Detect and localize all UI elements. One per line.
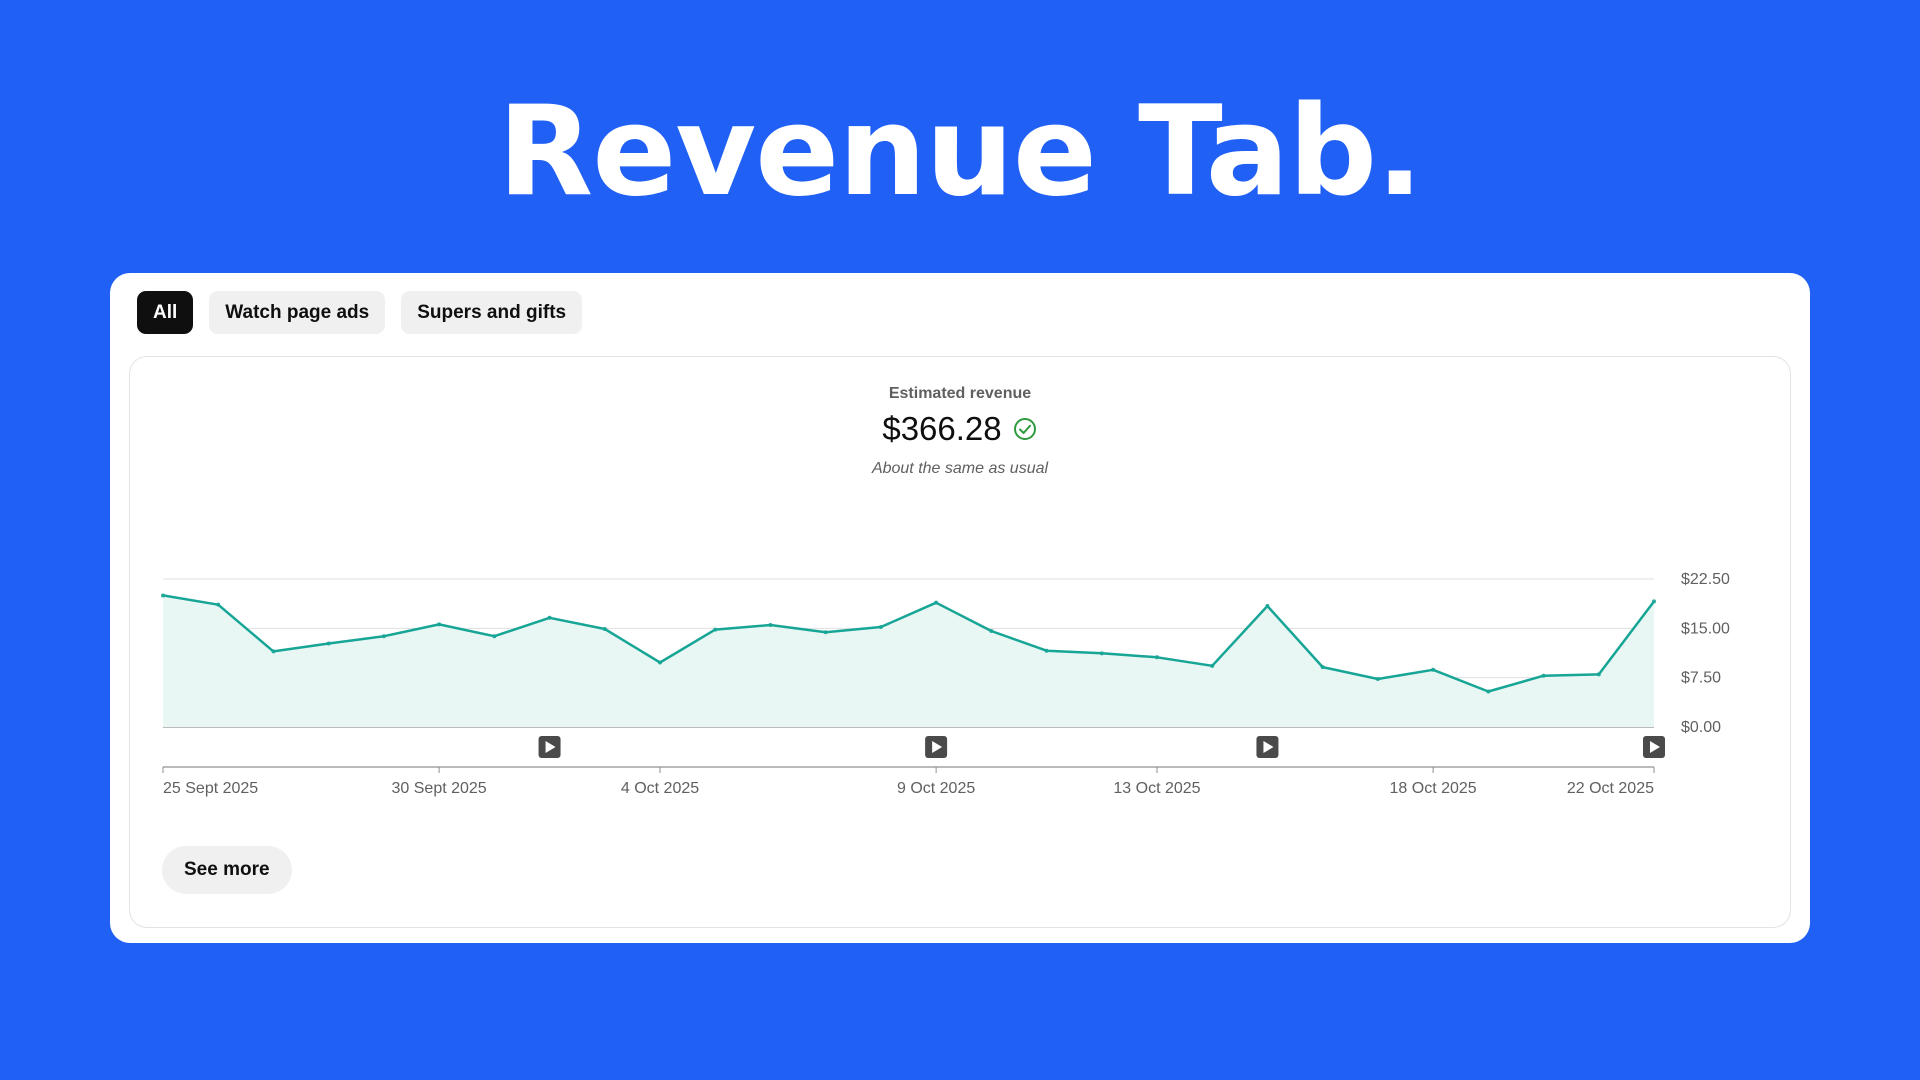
see-more-button[interactable]: See more	[162, 846, 292, 894]
y-tick-label: $0.00	[1681, 719, 1721, 736]
y-tick-label: $22.50	[1681, 571, 1730, 588]
metric-note: About the same as usual	[871, 460, 1049, 477]
revenue-chart: $22.50 $15.00 $7.50 $0.00 25 Sept 2025 30 Sep…	[161, 571, 1730, 797]
data-point	[381, 634, 386, 639]
revenue-filter-tabs: All Watch page ads Supers and gifts	[137, 291, 583, 334]
video-marker-icon[interactable]	[538, 736, 561, 758]
metric-label: Estimated revenue	[888, 385, 1032, 402]
data-point	[1265, 603, 1270, 608]
data-point	[1099, 651, 1104, 656]
tab-supers-and-gifts[interactable]: Supers and gifts	[401, 291, 583, 334]
data-point	[602, 626, 607, 631]
data-point	[878, 625, 883, 630]
data-point	[1431, 667, 1436, 672]
data-point	[437, 622, 442, 627]
data-point	[1210, 663, 1215, 668]
y-tick-label: $7.50	[1681, 670, 1721, 687]
data-point	[1596, 672, 1601, 677]
data-point	[547, 615, 552, 620]
video-marker-icon[interactable]	[1256, 736, 1279, 758]
check-circle-icon	[1012, 416, 1038, 442]
x-tick-label: 9 Oct 2025	[897, 780, 975, 797]
data-point	[658, 660, 662, 665]
data-point	[326, 641, 331, 646]
data-point	[768, 623, 773, 628]
series-area	[163, 595, 1654, 727]
page-headline: Revenue Tab.	[497, 80, 1423, 224]
data-point	[271, 649, 276, 654]
revenue-panel: Estimated revenue $366.28 About the same…	[129, 356, 1791, 928]
metric-value: $366.28	[882, 410, 1002, 447]
data-point	[1044, 648, 1049, 653]
data-point	[1320, 665, 1325, 670]
series-line	[162, 594, 1655, 693]
x-tick-label: 4 Oct 2025	[621, 780, 699, 797]
x-tick-label: 18 Oct 2025	[1390, 780, 1477, 797]
data-point	[1652, 599, 1656, 604]
data-point	[1375, 676, 1380, 681]
data-point	[934, 600, 939, 605]
revenue-card: All Watch page ads Supers and gifts Esti…	[110, 273, 1810, 943]
data-point	[1155, 655, 1159, 660]
data-point	[1486, 689, 1491, 694]
x-tick-label: 13 Oct 2025	[1113, 780, 1200, 797]
x-tick-label: 22 Oct 2025	[1567, 780, 1654, 797]
video-marker-icon[interactable]	[925, 736, 948, 758]
video-marker-icon[interactable]	[1643, 736, 1665, 758]
x-tick-label: 25 Sept 2025	[163, 780, 258, 797]
data-point	[1541, 673, 1546, 678]
tab-watch-page-ads[interactable]: Watch page ads	[209, 291, 386, 334]
metric-value-row: $366.28	[130, 407, 1790, 451]
data-point	[823, 630, 828, 635]
data-point	[989, 628, 994, 633]
data-point	[216, 602, 221, 607]
tab-all[interactable]: All	[137, 291, 194, 334]
data-point	[492, 634, 497, 639]
y-tick-label: $15.00	[1681, 620, 1730, 637]
data-point	[161, 593, 165, 598]
x-tick-label: 30 Sept 2025	[392, 780, 487, 797]
data-point	[713, 627, 718, 632]
